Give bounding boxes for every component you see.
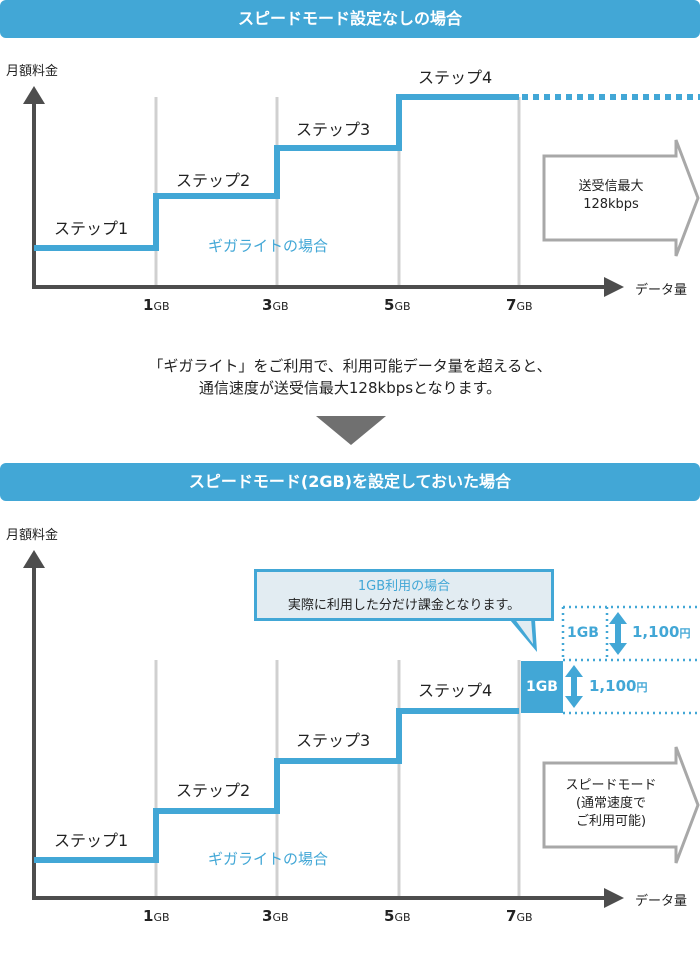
throttle-text-1: 送受信最大 128kbps <box>578 179 644 212</box>
throttle-arrow-box-1 <box>542 139 700 257</box>
section1-banner: スピードモード設定なしの場合 <box>0 0 700 38</box>
x-axis-label-2: データ量 <box>635 894 688 909</box>
step2-label-1: ステップ2 <box>176 171 251 190</box>
step1-label-1: ステップ1 <box>54 219 129 238</box>
callout-title: 1GB利用の場合 <box>357 579 451 594</box>
step2-label-2: ステップ2 <box>176 781 251 800</box>
step4-label-2: ステップ4 <box>418 681 493 700</box>
callout-body: 実際に利用した分だけ課金となります。 <box>287 598 521 613</box>
speed-block-dotted-gb: 1GB <box>567 625 599 641</box>
step3-label-1: ステップ3 <box>296 120 371 139</box>
speed-dotted-frame <box>561 605 700 715</box>
tick-1gb-2: 1GB <box>143 907 170 925</box>
up-down-arrow-icon-2 <box>565 665 583 708</box>
speed-block-solid: 1GB <box>521 661 563 713</box>
tick-7gb-1: 7GB <box>506 296 533 314</box>
plan-label-2: ギガライトの場合 <box>208 850 329 868</box>
plan-label-1: ギガライトの場合 <box>208 237 329 255</box>
tick-5gb-2: 5GB <box>384 907 411 925</box>
section2-banner: スピードモード(2GB)を設定しておいた場合 <box>0 463 700 501</box>
step-line-2 <box>34 708 519 863</box>
step-line-1 <box>34 94 519 251</box>
usage-callout: 1GB利用の場合 実際に利用した分だけ課金となります。 <box>254 569 554 621</box>
speed-block-dotted-price: 1,100円 <box>632 623 691 641</box>
step1-label-2: ステップ1 <box>54 831 129 850</box>
y-axis-arrow-1 <box>23 86 45 104</box>
tick-1gb-1: 1GB <box>143 296 170 314</box>
step4-label-1: ステップ4 <box>418 68 493 87</box>
y-axis-label-2: 月額料金 <box>6 528 59 543</box>
tick-7gb-2: 7GB <box>506 907 533 925</box>
step3-label-2: ステップ3 <box>296 731 371 750</box>
tick-3gb-2: 3GB <box>262 907 289 925</box>
transition-note: 「ギガライト」をご利用で、利用可能データ量を超えると、 通信速度が送受信最大12… <box>148 357 552 397</box>
tick-3gb-1: 3GB <box>262 296 289 314</box>
down-arrow <box>316 416 386 445</box>
y-axis-arrow-2 <box>23 550 45 568</box>
x-axis-arrow-1 <box>604 277 624 297</box>
axes-2 <box>32 568 608 900</box>
axes-1 <box>32 104 608 289</box>
speed-mode-text: スピードモード (通常速度で ご利用可能) <box>565 778 657 829</box>
up-down-arrow-icon-1 <box>609 612 627 655</box>
y-axis-label: 月額料金 <box>6 64 59 79</box>
x-axis-arrow-2 <box>604 888 624 908</box>
speed-block-solid-price: 1,100円 <box>589 677 648 695</box>
tick-5gb-1: 5GB <box>384 296 411 314</box>
x-axis-label-1: データ量 <box>635 283 688 298</box>
speed-mode-arrow-box <box>542 746 700 864</box>
